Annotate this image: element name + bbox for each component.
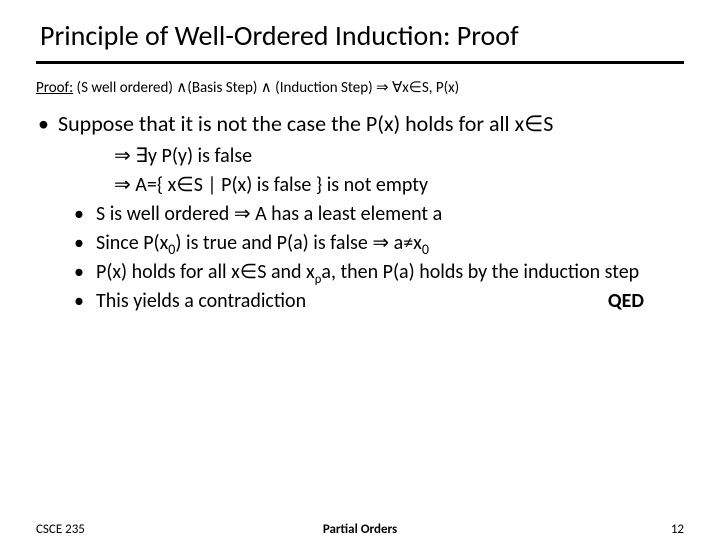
sub-contradiction: This yields a contradiction QED [58,288,684,315]
proof-label: Proof: [36,79,73,97]
proof-statement: Proof: (S well ordered) ∧(Basis Step) ∧ … [36,78,684,97]
qed-label: QED [608,288,644,315]
imply-2: ⇒ A={ x∈S | P(x) is false } is not empty [58,172,684,199]
footer-topic: Partial Orders [0,522,720,537]
sub-holds: P(x) holds for all x∈S and xρa, then P(a… [58,259,684,286]
bullet-suppose: Suppose that it is not the case the P(x)… [36,109,684,315]
sub-since: Since P(x0) is true and P(a) is false ⇒ … [58,230,684,257]
imply-1: ⇒ ∃y P(y) is false [58,143,684,170]
sub-well-ordered: S is well ordered ⇒ A has a least elemen… [58,201,684,228]
title-rule [36,61,684,64]
footer-page: 12 [671,522,684,537]
proof-text: (S well ordered) ∧(Basis Step) ∧ (Induct… [73,79,459,97]
sub-list: ⇒ ∃y P(y) is false ⇒ A={ x∈S | P(x) is f… [58,143,684,315]
contradiction-text: This yields a contradiction [96,289,306,313]
slide-title: Principle of Well-Ordered Induction: Pro… [36,18,684,53]
bullet-suppose-text: Suppose that it is not the case the P(x)… [58,110,553,137]
bullet-list: Suppose that it is not the case the P(x)… [36,109,684,315]
